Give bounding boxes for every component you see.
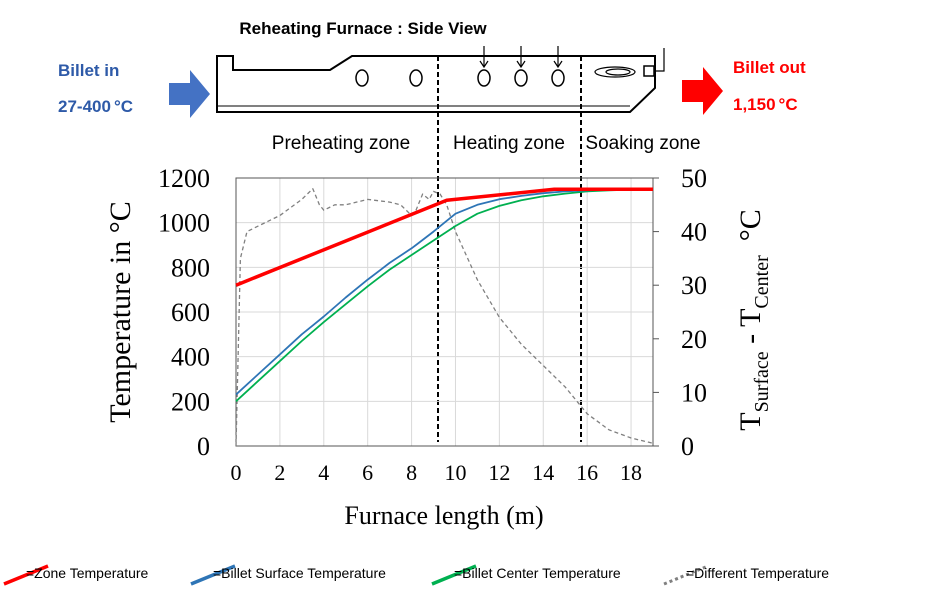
series-line-3: [235, 188, 654, 447]
legend-label-0: =Zone Temperature: [26, 565, 149, 581]
legend-swatch-1: [190, 564, 236, 586]
y2-tick-label: 30: [681, 271, 707, 300]
y2-axis-label-sub1: Surface: [751, 351, 773, 412]
chart-grid: [235, 177, 653, 447]
zone-label-preheating: Preheating zone: [272, 133, 410, 154]
y2-tick-label: 0: [681, 432, 694, 461]
legend: =Zone Temperature =Billet Surface Tempera…: [3, 564, 829, 586]
legend-label-3: =Different Temperature: [686, 565, 829, 581]
y2-axis-label-unit: °C: [734, 209, 767, 241]
billet-in-arrow-icon: [169, 70, 210, 118]
burner-port-4: [514, 69, 528, 87]
y2-axis-label: TSurface - TCenter °C: [734, 209, 773, 431]
x-tick-label: 14: [532, 460, 554, 485]
y2-tick-label: 20: [681, 325, 707, 354]
y-tick-label: 600: [171, 298, 210, 327]
chart-ticks: 0 2 4 6 8 10 12 14 16 18 0 200 400 600 800 1000 1200 0 10 2…: [158, 164, 707, 485]
exit-door-icon: [643, 65, 655, 77]
furnace-outline: [216, 55, 656, 113]
billet-out-label: Billet out: [733, 58, 806, 77]
billet-in-label: Billet in: [58, 61, 119, 80]
x-tick-label: 10: [444, 460, 466, 485]
y-tick-label: 400: [171, 343, 210, 372]
x-tick-label: 0: [231, 460, 242, 485]
y2-tick-label: 10: [681, 378, 707, 407]
burner-port-3: [477, 69, 491, 87]
billet-in-temp-unit: °C: [114, 97, 133, 116]
billet-out-temp-unit: °C: [779, 95, 798, 114]
billet-out-temp-value: 1,150: [733, 95, 776, 114]
billet-out-arrow-icon: [682, 67, 723, 115]
y2-tick-label: 50: [681, 164, 707, 193]
y-tick-label: 1000: [158, 209, 210, 238]
furnace-title: Reheating Furnace : Side View: [239, 19, 487, 38]
y2-axis-label-mid: - T: [734, 309, 767, 352]
x-tick-label: 8: [406, 460, 417, 485]
billet-in-temp-value: 27-400: [58, 97, 111, 116]
y-tick-label: 800: [171, 253, 210, 282]
burner-port-1: [355, 69, 369, 87]
y-axis-label: Temperature in °C: [104, 201, 137, 422]
burner-arrows: [479, 46, 563, 69]
legend-swatch-0: [3, 564, 49, 586]
zone-label-heating: Heating zone: [453, 133, 565, 154]
x-tick-label: 4: [318, 460, 329, 485]
zone-label-soaking: Soaking zone: [585, 133, 700, 154]
burner-port-2: [409, 69, 423, 87]
billet-out-temp: 1,150 °C: [733, 95, 798, 114]
y-tick-label: 200: [171, 387, 210, 416]
legend-label-1: =Billet Surface Temperature: [213, 565, 386, 581]
plot-frame: [235, 177, 654, 447]
series-line-2: [235, 188, 654, 402]
billet-in-temp: 27-400 °C: [58, 97, 133, 116]
x-axis-label: Furnace length (m): [344, 501, 543, 530]
y2-axis-label-t: T: [734, 412, 767, 430]
x-tick-label: 16: [576, 460, 598, 485]
x-tick-label: 18: [620, 460, 642, 485]
furnace-diagram: [216, 46, 665, 113]
x-tick-label: 2: [274, 460, 285, 485]
series-line-1: [235, 188, 654, 396]
soaking-burner-flame-icon: [594, 66, 636, 78]
y2-axis-label-sub2: Center: [751, 255, 773, 309]
burner-port-5: [551, 69, 565, 87]
y-tick-label: 0: [197, 432, 210, 461]
y2-tick-label: 40: [681, 218, 707, 247]
x-tick-label: 12: [488, 460, 510, 485]
legend-swatch-2: [431, 564, 477, 586]
chart-series: [235, 187, 654, 447]
series-line-0: [235, 187, 653, 287]
x-tick-label: 6: [362, 460, 373, 485]
exit-burner-arrow-icon: [655, 48, 665, 72]
legend-label-2: =Billet Center Temperature: [454, 565, 621, 581]
legend-swatch-3: [663, 564, 709, 586]
y-tick-label: 1200: [158, 164, 210, 193]
